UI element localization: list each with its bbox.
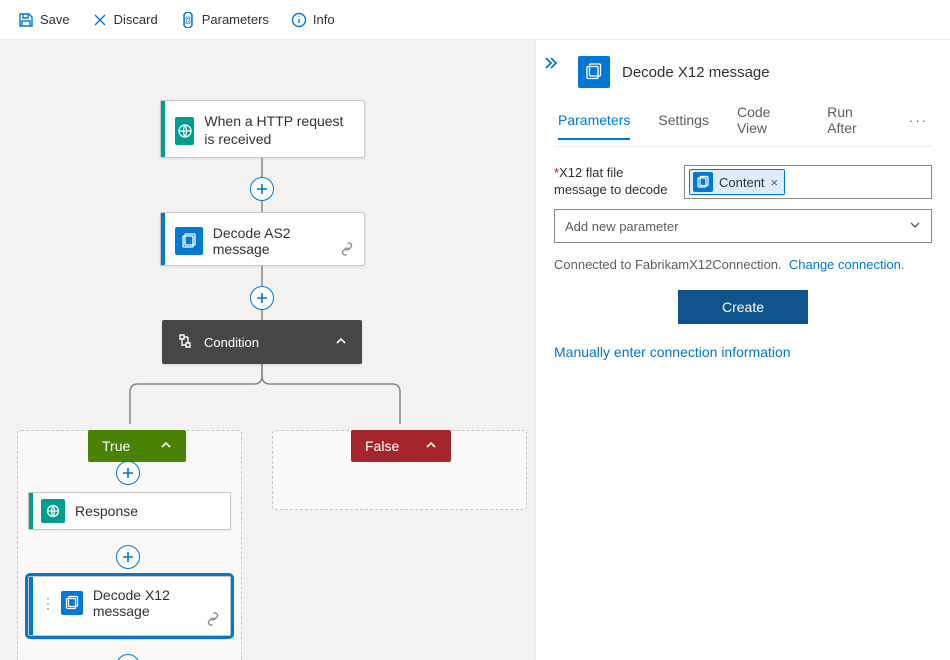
field-label: *X12 flat file message to decode [554,165,674,199]
card-accent [29,493,33,529]
save-label: Save [40,12,70,27]
link-icon [340,242,354,259]
info-icon [291,12,307,28]
main-split: When a HTTP request is received Decode A… [0,40,950,660]
decode-as2-card[interactable]: Decode AS2 message [160,212,365,266]
response-card[interactable]: Response [28,492,231,530]
tab-overflow-button[interactable]: ··· [909,113,928,138]
top-toolbar: Save Discard @ Parameters Info [0,0,950,40]
as2-title: Decode AS2 message [213,225,350,257]
chevron-up-icon [425,438,437,454]
add-step-button[interactable] [116,545,140,569]
decode-x12-card[interactable]: ⋮ Decode X12 message [28,576,231,636]
add-parameter-dropdown[interactable]: Add new parameter [554,209,932,243]
field-x12-message: *X12 flat file message to decode Content… [554,165,932,199]
false-header[interactable]: False [351,430,451,462]
response-title: Response [75,503,138,519]
token-icon [693,172,713,192]
panel-header: Decode X12 message [578,56,932,88]
content-token[interactable]: Content × [689,169,785,195]
connection-name: FabrikamX12Connection [635,257,778,272]
panel-x12-icon [578,56,610,88]
chevron-up-icon [160,438,172,454]
chevron-up-icon [334,334,348,351]
save-button[interactable]: Save [8,6,80,34]
parameters-icon: @ [180,12,196,28]
http-icon [175,117,194,145]
add-step-button[interactable] [250,286,274,310]
parameters-button[interactable]: @ Parameters [170,6,279,34]
card-accent [161,101,165,157]
info-button[interactable]: Info [281,6,345,34]
token-input[interactable]: Content × [684,165,932,199]
tab-parameters[interactable]: Parameters [558,112,630,140]
manual-connection-link[interactable]: Manually enter connection information [554,344,932,360]
add-parameter-placeholder: Add new parameter [565,219,678,234]
true-header[interactable]: True [88,430,186,462]
condition-title: Condition [204,335,259,350]
save-icon [18,12,34,28]
false-branch: False [272,430,527,510]
properties-panel: Decode X12 message Parameters Settings C… [535,40,950,660]
panel-tabs: Parameters Settings Code View Run After … [554,104,932,147]
create-button[interactable]: Create [678,290,808,324]
trigger-title: When a HTTP request is received [204,113,350,148]
drag-handle-icon[interactable]: ⋮ [41,595,55,612]
change-connection-link[interactable]: Change connection. [789,257,905,272]
x12-title: Decode X12 message [93,587,218,619]
condition-card[interactable]: Condition [162,320,362,364]
svg-text:@: @ [183,15,192,25]
tab-code-view[interactable]: Code View [737,104,799,146]
tab-run-after[interactable]: Run After [827,104,881,146]
discard-label: Discard [114,12,158,27]
token-label: Content [719,175,765,190]
response-icon [41,499,65,523]
true-label: True [102,438,130,454]
add-step-button[interactable] [250,177,274,201]
parameters-label: Parameters [202,12,269,27]
chevron-down-icon [909,219,921,234]
link-icon [206,612,220,629]
as2-icon [175,227,203,255]
add-step-button[interactable] [116,461,140,485]
connection-status: Connected to FabrikamX12Connection. Chan… [554,257,932,272]
designer-canvas[interactable]: When a HTTP request is received Decode A… [0,40,535,660]
trigger-card[interactable]: When a HTTP request is received [160,100,365,158]
discard-button[interactable]: Discard [82,6,168,34]
collapse-panel-button[interactable] [542,54,560,75]
discard-icon [92,12,108,28]
card-accent [161,213,165,265]
false-label: False [365,438,399,454]
x12-icon [61,591,83,615]
panel-title: Decode X12 message [622,64,770,81]
info-label: Info [313,12,335,27]
tab-settings[interactable]: Settings [658,112,709,138]
card-accent [29,577,33,635]
condition-icon [176,332,194,353]
remove-token-button[interactable]: × [771,175,779,190]
